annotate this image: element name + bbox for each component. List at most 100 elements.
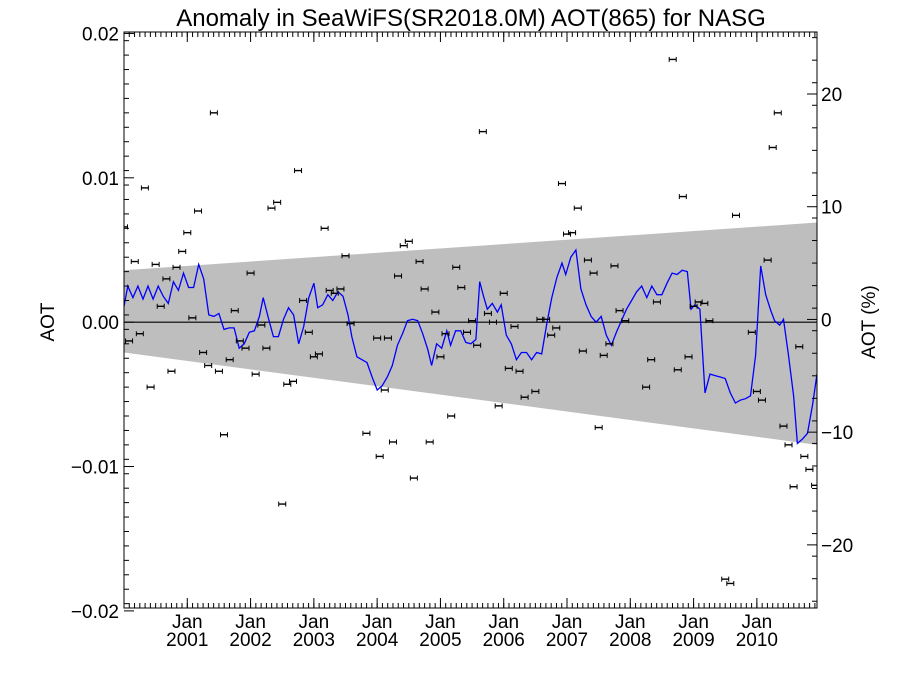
data-point	[494, 403, 503, 409]
y2-tick-label: −20	[821, 536, 853, 557]
data-point	[330, 290, 339, 296]
x-tick-label-month: Jan	[615, 612, 646, 633]
data-point	[731, 212, 740, 218]
data-point	[779, 423, 788, 429]
data-point	[488, 319, 497, 325]
data-point	[700, 300, 709, 306]
x-tick-label-year: 2002	[229, 630, 271, 651]
data-point	[605, 341, 614, 347]
data-point	[162, 276, 171, 282]
data-point	[241, 345, 250, 351]
data-point	[225, 357, 234, 363]
data-point	[204, 362, 213, 368]
data-point	[262, 345, 271, 351]
x-tick-label-month: Jan	[235, 612, 266, 633]
data-point	[188, 315, 197, 321]
data-point	[768, 144, 777, 150]
x-tick-label-month: Jan	[488, 612, 519, 633]
x-tick-label-month: Jan	[552, 612, 583, 633]
data-point	[510, 323, 519, 329]
data-point	[542, 316, 551, 322]
data-point	[246, 270, 255, 276]
data-point	[209, 110, 218, 116]
data-point	[668, 56, 677, 62]
data-point	[811, 482, 817, 488]
data-point	[647, 357, 656, 363]
data-point	[578, 348, 587, 354]
chart-title: Anomaly in SeaWiFS(SR2018.0M) AOT(865) f…	[176, 5, 766, 32]
data-point	[399, 243, 408, 249]
data-point	[420, 286, 429, 292]
data-point	[278, 501, 287, 507]
data-point	[652, 299, 661, 305]
data-point	[504, 365, 513, 371]
data-point	[283, 381, 292, 387]
x-tick-label-year: 2008	[609, 630, 651, 651]
data-point	[795, 344, 804, 350]
y-tick-label: 0.01	[82, 169, 119, 190]
y2-tick-label: 0	[821, 310, 832, 331]
data-point	[294, 168, 303, 174]
data-point	[726, 580, 735, 586]
data-point	[610, 263, 619, 269]
data-point	[140, 185, 149, 191]
data-point	[325, 287, 334, 293]
data-point	[288, 378, 297, 384]
data-point	[156, 303, 165, 309]
data-point	[404, 238, 413, 244]
data-point	[789, 484, 798, 490]
data-point	[763, 257, 772, 263]
x-tick-label-month: Jan	[172, 612, 203, 633]
plot-area: 0.020.010.00−0.01−0.0220100−10−20Jan2001…	[71, 24, 853, 651]
data-point	[425, 439, 434, 445]
data-point	[320, 225, 329, 231]
x-tick-label-year: 2003	[293, 630, 335, 651]
x-tick-label-year: 2006	[483, 630, 525, 651]
data-point	[642, 384, 651, 390]
data-point	[219, 432, 228, 438]
data-point	[194, 208, 203, 214]
data-point	[336, 286, 345, 292]
data-point	[531, 388, 540, 394]
y2-tick-label: 10	[821, 198, 842, 219]
data-point	[773, 110, 782, 116]
x-tick-label-year: 2005	[419, 630, 461, 651]
data-point	[557, 181, 566, 187]
data-point	[251, 371, 260, 377]
data-point	[757, 397, 766, 403]
data-point	[483, 311, 492, 317]
y2-tick-label: 20	[821, 85, 842, 106]
x-tick-label-year: 2009	[672, 630, 714, 651]
data-point	[314, 351, 323, 357]
data-point	[394, 273, 403, 279]
data-point	[441, 331, 450, 337]
data-point	[468, 318, 477, 324]
data-point	[388, 439, 397, 445]
data-point	[436, 354, 445, 360]
data-point	[257, 322, 266, 328]
data-point	[130, 259, 139, 265]
data-point	[473, 342, 482, 348]
data-point	[151, 261, 160, 267]
data-point	[375, 453, 384, 459]
x-tick-label-month: Jan	[742, 612, 773, 633]
data-point	[415, 259, 424, 265]
y-tick-label: −0.02	[71, 602, 119, 623]
data-point	[752, 388, 761, 394]
data-point	[135, 331, 144, 337]
x-tick-label-month: Jan	[299, 612, 330, 633]
data-point	[235, 338, 244, 344]
data-point	[447, 413, 456, 419]
y-axis-label: AOT	[38, 302, 59, 341]
data-point	[341, 253, 350, 259]
data-point	[346, 321, 355, 327]
data-point	[214, 368, 223, 374]
x-tick-label-year: 2007	[546, 630, 588, 651]
data-point	[199, 349, 208, 355]
plot-frame	[123, 31, 818, 609]
x-tick-label-year: 2010	[736, 630, 778, 651]
data-point	[589, 270, 598, 276]
data-point	[230, 308, 239, 314]
data-point	[594, 425, 603, 431]
